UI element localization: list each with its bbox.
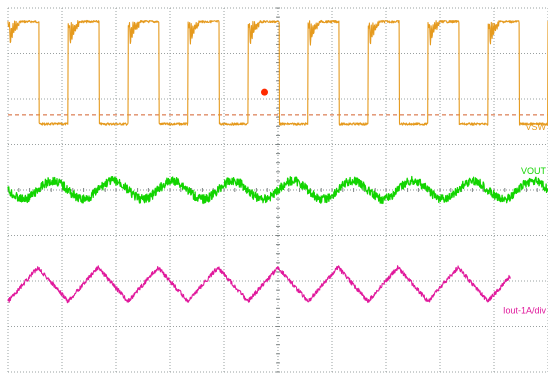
- trace-group: [7, 19, 548, 304]
- series-2-label: Iout-1A/div: [503, 305, 547, 315]
- series-1-label: VOUT: [521, 166, 547, 176]
- series-0-label: VSW: [525, 122, 546, 132]
- trigger-point-marker: [261, 88, 268, 96]
- channel-labels: VSW VOUT Iout-1A/div: [503, 122, 547, 315]
- series-2-trace: [7, 265, 511, 304]
- series-0-trace: [7, 19, 548, 126]
- series-1-trace: [7, 175, 548, 205]
